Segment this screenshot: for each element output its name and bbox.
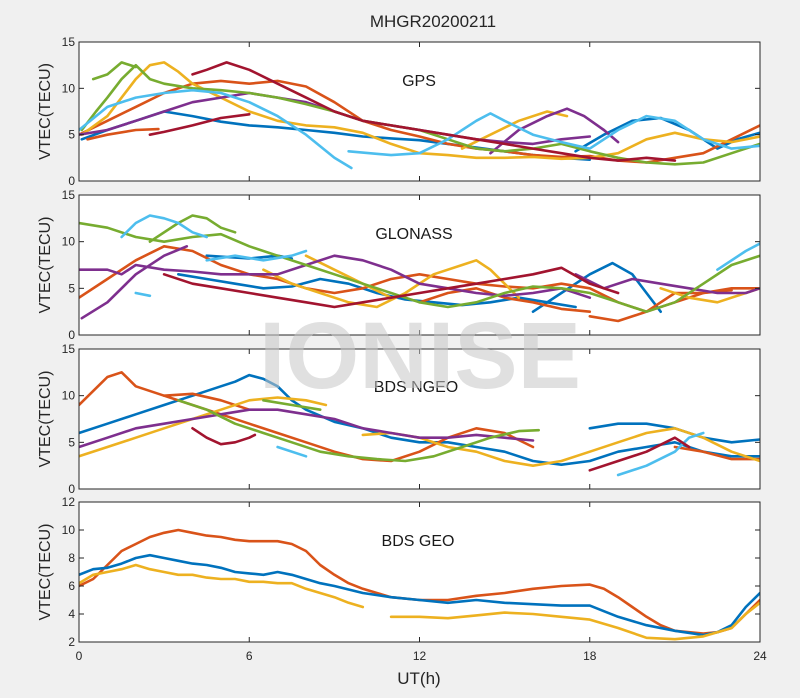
series-line-13 [148, 113, 251, 136]
series-line-11 [80, 245, 189, 320]
panel-label: BDS NGEO [374, 379, 458, 396]
series-group [79, 214, 760, 323]
series-line-14 [588, 436, 691, 472]
panel-label: GLONASS [375, 226, 452, 243]
panel-gps: 0 5 10 15 VTEC(TECU) GPS [37, 35, 761, 188]
series-line-13 [191, 427, 257, 446]
series-line-3 [79, 563, 365, 609]
series-line-17 [134, 291, 152, 298]
panel-label: GPS [402, 73, 436, 90]
series-line-8 [304, 254, 393, 299]
series-line-12 [574, 273, 760, 295]
y-tick-label: 10 [62, 81, 76, 95]
panels: 0 5 10 15 VTEC(TECU) GPS 0 5 10 15 VTEC(TECU) GLONA… [37, 35, 767, 663]
y-tick-label: 0 [68, 328, 75, 342]
y-axis-label: VTEC(TECU) [37, 63, 54, 160]
series-line-10 [262, 399, 322, 411]
figure-title: MHGR20200211 [370, 12, 496, 31]
x-tick-label: 24 [753, 649, 767, 663]
series-line-8 [489, 107, 620, 155]
series-line-19 [162, 266, 620, 309]
plot-area [79, 502, 760, 642]
series-line-4 [86, 127, 160, 141]
series-line-9 [177, 399, 540, 463]
series-line-5 [673, 445, 760, 461]
y-tick-label: 0 [68, 482, 75, 496]
watermark: IONISE [259, 303, 581, 409]
y-tick-label: 2 [68, 635, 75, 649]
panel-glonass: 0 5 10 15 VTEC(TECU) GLONASS [37, 188, 761, 342]
y-tick-label: 15 [62, 342, 76, 356]
x-tick-label: 12 [413, 649, 427, 663]
x-tick-label: 6 [246, 649, 253, 663]
y-tick-label: 15 [62, 35, 76, 49]
y-tick-label: 0 [68, 174, 75, 188]
y-tick-label: 6 [68, 579, 75, 593]
y-axis-label: VTEC(TECU) [37, 217, 54, 314]
series-line-2 [79, 553, 760, 637]
series-line-14 [191, 61, 677, 162]
series-line-6 [79, 396, 328, 458]
y-tick-label: 5 [68, 435, 75, 449]
y-tick-label: 4 [68, 607, 75, 621]
y-tick-label: 10 [62, 235, 76, 249]
panel-label: BDS GEO [382, 533, 455, 550]
series-line-12 [616, 431, 705, 477]
y-axis-label: VTEC(TECU) [37, 524, 54, 621]
x-tick-label: 18 [583, 649, 597, 663]
y-tick-label: 15 [62, 188, 76, 202]
series-line-7 [361, 427, 760, 467]
y-tick-label: 5 [68, 281, 75, 295]
series-line-11 [276, 445, 308, 458]
series-line-10 [91, 61, 138, 81]
series-line-16 [205, 249, 308, 262]
series-group [79, 528, 760, 641]
series-line-12 [347, 112, 760, 157]
series-line-1 [79, 528, 760, 635]
series-group [79, 371, 760, 477]
series-line-14 [148, 214, 237, 243]
series-line-2 [531, 261, 662, 313]
y-tick-label: 5 [68, 128, 75, 142]
series-line-4 [389, 601, 760, 641]
series-line-5 [80, 61, 760, 161]
series-line-11 [79, 88, 353, 170]
y-tick-label: 12 [62, 495, 76, 509]
series-line-18 [716, 242, 760, 271]
panel-bds-ngeo: 0 5 10 15 VTEC(TECU) BDS NGEO [37, 342, 761, 496]
x-axis-label: UT(h) [397, 669, 440, 688]
y-tick-label: 10 [62, 523, 76, 537]
y-axis-label: VTEC(TECU) [37, 371, 54, 468]
series-line-8 [79, 408, 535, 449]
series-line-15 [120, 214, 208, 239]
x-tick-label: 0 [76, 649, 83, 663]
series-line-5 [418, 287, 592, 313]
y-tick-label: 10 [62, 389, 76, 403]
series-group [79, 61, 760, 170]
series-line-13 [79, 221, 760, 313]
y-tick-label: 8 [68, 551, 75, 565]
